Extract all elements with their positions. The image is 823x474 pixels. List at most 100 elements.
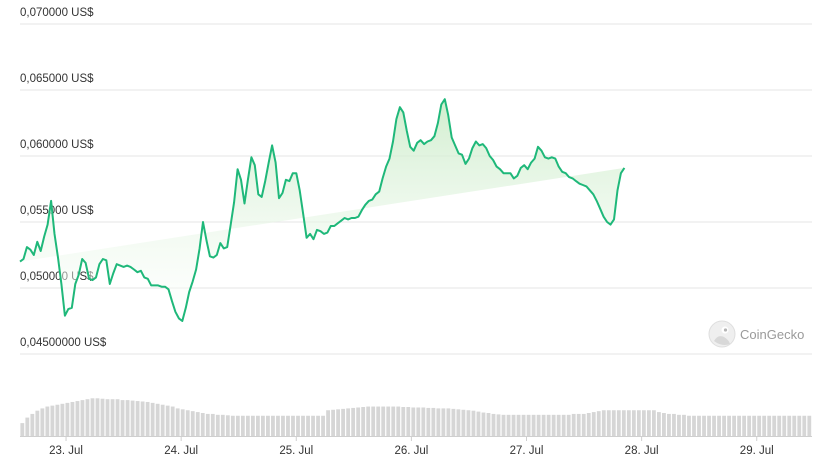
x-axis-ticks: 23. Jul 24. Jul 25. Jul 26. Jul 27. Jul 28. J… (49, 436, 774, 457)
volume-bar (646, 410, 651, 436)
volume-bar (596, 411, 601, 436)
volume-bar (50, 405, 55, 436)
volume-bar (772, 415, 777, 436)
volume-bar (30, 413, 35, 436)
volume-bar (631, 410, 636, 436)
volume-bar (381, 406, 386, 436)
volume-bar (481, 412, 486, 436)
x-tick-label: 24. Jul (164, 445, 198, 457)
volume-bar (641, 410, 646, 436)
x-tick-label: 26. Jul (394, 445, 428, 457)
volume-bar (100, 398, 105, 436)
volume-bar (210, 413, 215, 436)
volume-bar (286, 415, 290, 436)
volume-bar (65, 402, 70, 436)
price-area (20, 99, 625, 321)
volume-bar (757, 415, 762, 436)
volume-bar (165, 405, 170, 436)
volume-bar (200, 413, 205, 436)
volume-bar (386, 406, 391, 436)
volume-bar (391, 406, 396, 436)
volume-bar (160, 404, 165, 436)
volume-bar (471, 410, 476, 436)
volume-bar (722, 415, 726, 436)
volume-bar (125, 400, 130, 436)
volume-bar (60, 403, 65, 436)
volume-bar (441, 408, 446, 436)
volume-bar (566, 414, 571, 436)
volume-bar (767, 415, 772, 436)
volume-bar (516, 414, 521, 436)
watermark-text: CoinGecko (740, 327, 804, 342)
volume-bar (702, 415, 706, 436)
volume-bar (85, 399, 90, 436)
volume-bar (115, 399, 120, 436)
volume-bar (220, 414, 225, 436)
price-line-layer (19, 98, 626, 322)
volume-bar (396, 406, 401, 436)
volume-bar (411, 407, 416, 436)
volume-bar (667, 413, 671, 436)
volume-bar (672, 413, 676, 436)
volume-bar (712, 415, 716, 436)
y-tick-label: 0,050000 US$ (20, 271, 94, 283)
volume-bar (75, 401, 80, 436)
volume-bar (321, 415, 325, 436)
volume-bar (466, 410, 471, 436)
volume-bar (105, 399, 110, 436)
volume-bar (511, 414, 516, 436)
volume-bar (787, 415, 792, 436)
volume-bar (346, 408, 351, 436)
volume-bar (205, 413, 210, 436)
volume-bar (802, 415, 807, 436)
x-tick-label: 27. Jul (510, 445, 544, 457)
volume-bar (336, 409, 341, 436)
volume-bar (737, 415, 742, 436)
volume-bar (807, 415, 812, 436)
volume-bar (120, 400, 125, 436)
volume-bar (135, 401, 140, 436)
volume-bar (506, 414, 511, 436)
volume-bar (326, 410, 330, 436)
volume-bar (431, 407, 436, 436)
volume-bar (752, 415, 757, 436)
volume-bar (130, 400, 135, 436)
volume-bar (271, 415, 275, 436)
volume-bar (491, 413, 496, 436)
volume-bar (240, 415, 245, 436)
volume-bar (436, 408, 441, 436)
volume-bar (451, 408, 456, 436)
volume-bar (576, 413, 581, 436)
volume-bar (230, 415, 235, 436)
volume-bar (426, 407, 431, 436)
volume-bar (245, 415, 250, 436)
volume-bar (281, 415, 285, 436)
volume-bar (541, 414, 546, 436)
volume-bar (185, 410, 190, 436)
volume-bar (727, 415, 731, 436)
volume-bar (296, 415, 300, 436)
volume-bar (456, 409, 461, 436)
volume-bar (616, 410, 621, 436)
gecko-logo-pupil (723, 328, 728, 332)
volume-bar (366, 406, 371, 436)
volume-bar (376, 406, 381, 436)
volume-bar (235, 415, 240, 436)
volume-bar (446, 408, 451, 436)
volume-bar (692, 415, 696, 436)
y-tick-label: 0,04500000 US$ (20, 337, 107, 349)
volume-bar (55, 404, 60, 436)
volume-bar (797, 415, 802, 436)
volume-bar (150, 402, 155, 436)
volume-bar (476, 411, 481, 436)
volume-bar (155, 403, 160, 436)
volume-bar (306, 415, 310, 436)
coingecko-watermark: CoinGecko (708, 320, 804, 348)
volume-bar (777, 415, 782, 436)
volume-bar (110, 399, 115, 436)
volume-bar (606, 410, 611, 436)
volume-bar (261, 415, 265, 436)
volume-bar (351, 407, 356, 436)
volume-bar (556, 414, 561, 436)
